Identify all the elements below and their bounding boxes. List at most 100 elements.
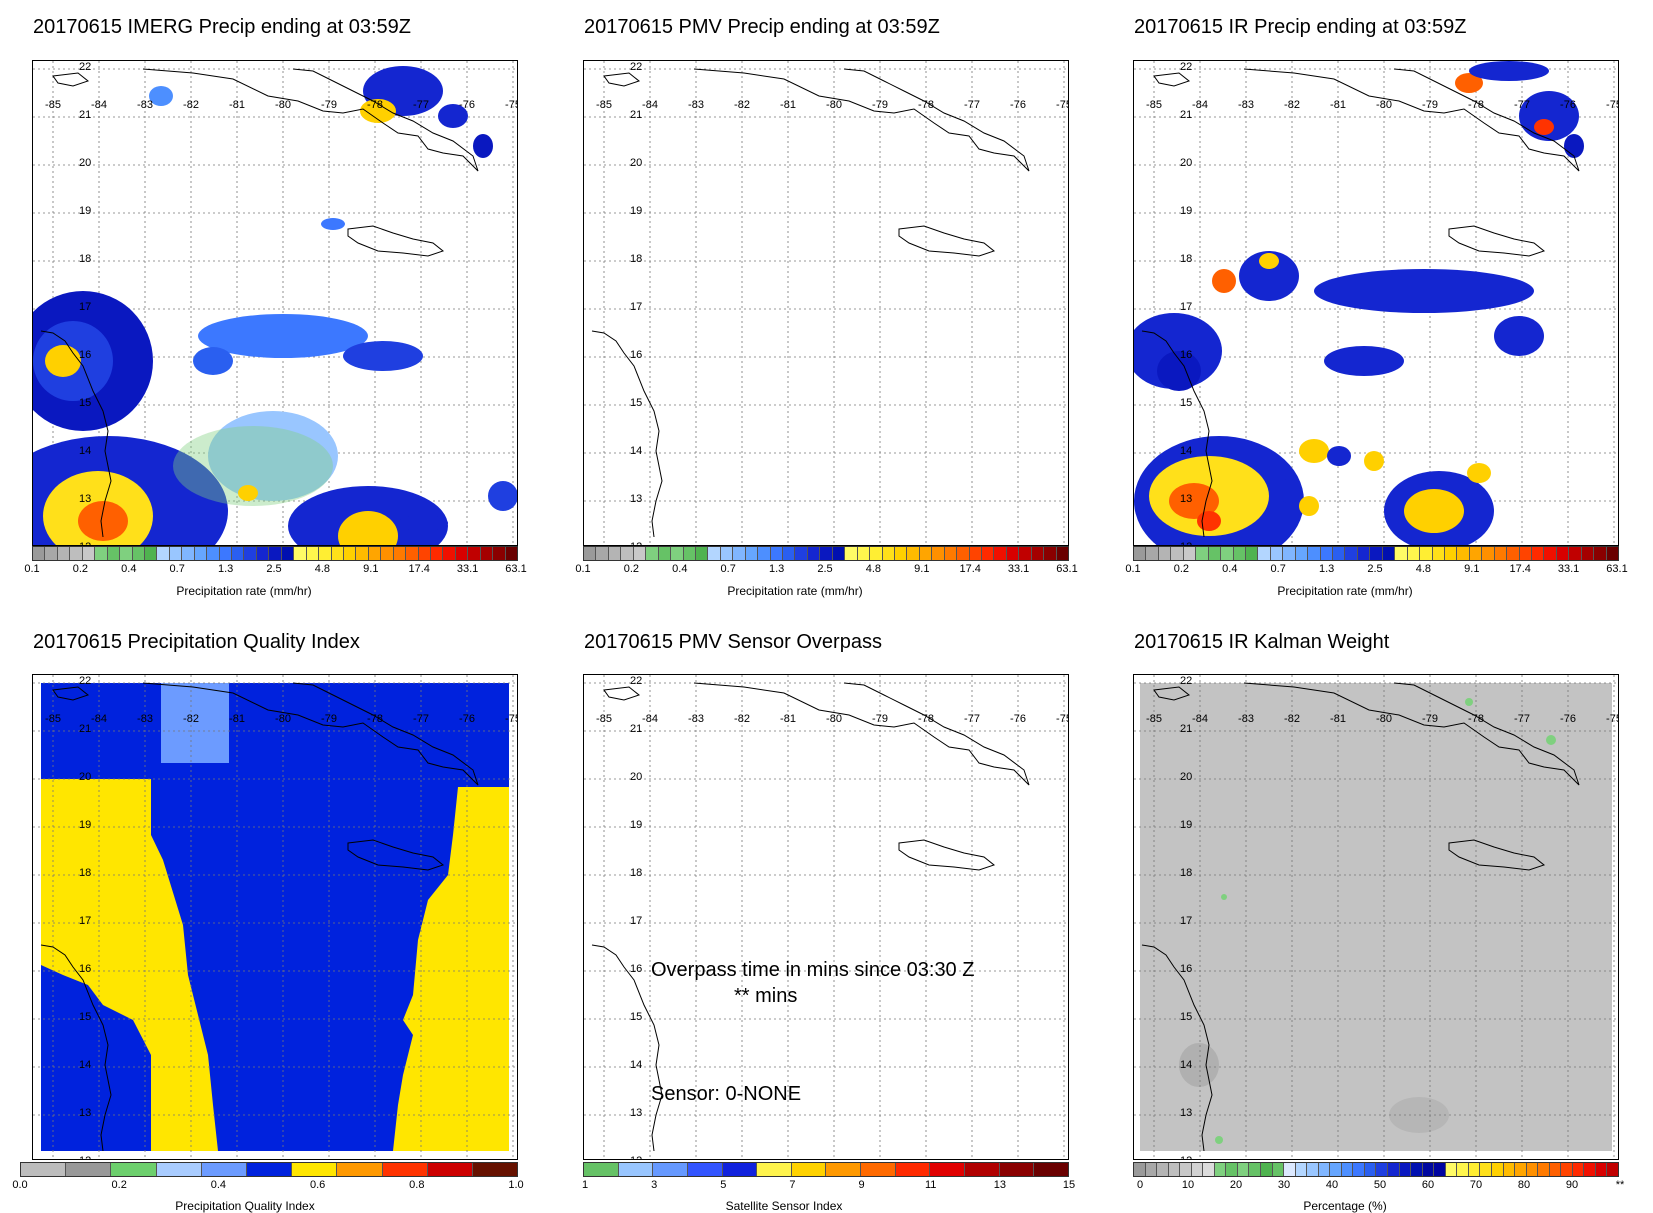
lat-label: 14 — [79, 1059, 92, 1071]
lat-label: 21 — [630, 109, 643, 121]
lat-label: 20 — [79, 157, 92, 169]
colorbar-segment — [1364, 1163, 1377, 1176]
lat-label: 21 — [79, 723, 92, 735]
lat-label: 18 — [630, 867, 643, 879]
colorbar-segment — [1044, 547, 1057, 560]
map-imerg: -85 -84 -83 -82 -81 -80 -79 -78 -77 -76 -75 22 21 20 1… — [32, 60, 518, 546]
colorbar-tick-label: 63.1 — [1056, 563, 1078, 575]
colorbar-segment — [1544, 547, 1557, 560]
colorbar-segment — [256, 547, 270, 560]
colorbar-segment — [107, 547, 121, 560]
colorbar-tick-label: 0.0 — [12, 1179, 28, 1191]
coastline — [1141, 330, 1213, 538]
lat-label: 12 — [79, 541, 91, 545]
map-kalman: -85 -84 -83 -82 -81 -80 -79 -78 -77 -76 -75 22 21 20 1… — [1133, 674, 1619, 1160]
colorbar-segment — [1422, 1163, 1435, 1176]
colorbar-segment — [1345, 547, 1358, 560]
colorbar-segment — [944, 547, 958, 560]
colorbar-segment — [658, 547, 672, 560]
colorbar-tick-label: 33.1 — [1557, 563, 1580, 575]
colorbar-segment — [472, 1163, 518, 1176]
colorbar-segment — [1607, 1163, 1618, 1176]
colorbar-segment — [708, 547, 721, 560]
colorbar-segment — [982, 547, 995, 560]
colorbar-tick-label: 3 — [651, 1179, 658, 1191]
lon-label: -76 — [459, 713, 475, 725]
coastline — [40, 944, 112, 1152]
map-overpass: Overpass time in mins since 03:30 Z ** m… — [583, 674, 1069, 1160]
lon-label: -78 — [918, 713, 934, 725]
lat-label: 18 — [1180, 253, 1193, 265]
coastline — [1448, 225, 1546, 257]
colorbar-segment — [1515, 1163, 1527, 1176]
colorbar-segment — [1482, 547, 1495, 560]
colorbar-tick-label: 1 — [581, 1179, 589, 1191]
colorbar-segment — [1056, 547, 1069, 560]
colorbar-pmv — [583, 546, 1069, 561]
colorbar-segment — [1491, 1163, 1504, 1176]
colorbar-segment — [882, 547, 895, 560]
colorbar-tick-label: 0.8 — [409, 1179, 425, 1191]
colorbar-segment — [201, 1163, 247, 1176]
lon-label: -83 — [137, 99, 153, 111]
lon-label: -85 — [45, 99, 61, 111]
colorbar-segment — [653, 1163, 688, 1176]
colorbar-segment — [820, 547, 833, 560]
lon-label: -80 — [826, 99, 842, 111]
lon-label: -75 — [1056, 713, 1068, 725]
colorbar-imerg — [32, 546, 518, 561]
colorbar-tick-label: 15 — [1062, 1179, 1076, 1191]
colorbar-segment — [1191, 1163, 1204, 1176]
colorbar-segment — [1006, 547, 1020, 560]
colorbar-segment — [356, 547, 369, 560]
colorbar-segment — [1395, 547, 1408, 560]
colorbar-segment — [1507, 547, 1520, 560]
colorbar-segment — [1171, 547, 1184, 560]
precip-field — [1134, 61, 1618, 545]
colorbar-segment — [894, 547, 908, 560]
colorbar-tick-label: 90 — [1565, 1179, 1579, 1191]
coastline — [142, 68, 479, 172]
lat-label: 13 — [79, 493, 92, 505]
lat-label: 16 — [630, 349, 643, 361]
coastline — [1243, 682, 1580, 786]
colorbar-segment — [1145, 1163, 1158, 1176]
colorbar-segment — [783, 547, 796, 560]
colorbar-segment — [807, 547, 821, 560]
lat-label: 19 — [1180, 819, 1193, 831]
map-pmv: -85 -84 -83 -82 -81 -80 -79 -78 -77 -76 -75 22 21 20 1… — [583, 60, 1069, 546]
colorbar-segment — [368, 547, 382, 560]
colorbar-segment — [720, 547, 734, 560]
lat-label: 19 — [630, 205, 643, 217]
lon-label: -77 — [1514, 713, 1530, 725]
lat-label: 13 — [1180, 493, 1193, 505]
lat-label: 18 — [630, 253, 643, 265]
map-pqi: -85 -84 -83 -82 -81 -80 -79 -78 -77 -76 -75 22 21 20 1… — [32, 674, 518, 1160]
colorbar-segment — [337, 1163, 383, 1176]
panel-title: 20170615 IMERG Precip ending at 03:59Z — [33, 16, 412, 38]
colorbar-tick-label: 70 — [1469, 1179, 1483, 1191]
lon-label: -77 — [413, 713, 429, 725]
colorbar-segment — [1158, 547, 1172, 560]
lon-label: -82 — [1284, 99, 1300, 111]
colorbar-segment — [1457, 547, 1470, 560]
colorbar-segment — [120, 547, 133, 560]
lat-label: 18 — [1180, 867, 1193, 879]
colorbar-segment — [331, 547, 344, 560]
lon-label: -75 — [505, 99, 517, 111]
lon-label: -77 — [413, 99, 429, 111]
colorbar-segment — [443, 547, 456, 560]
colorbar-tick-label: 1.0 — [508, 1179, 524, 1191]
colorbar-segment — [618, 1163, 654, 1176]
colorbar-tick-label: 0.4 — [672, 563, 688, 575]
lat-label: 13 — [630, 1107, 643, 1119]
lon-label: -80 — [1376, 99, 1392, 111]
colorbar-segment — [895, 1163, 931, 1176]
lon-label: -78 — [1468, 99, 1484, 111]
colorbar-segment — [1261, 1163, 1273, 1176]
sensor-text: Sensor: 0-NONE — [651, 1083, 802, 1105]
colorbar-overpass — [583, 1162, 1069, 1177]
colorbar-tick-label: 0.4 — [210, 1179, 227, 1191]
lon-label: -84 — [642, 99, 658, 111]
lon-label: -81 — [780, 99, 796, 111]
